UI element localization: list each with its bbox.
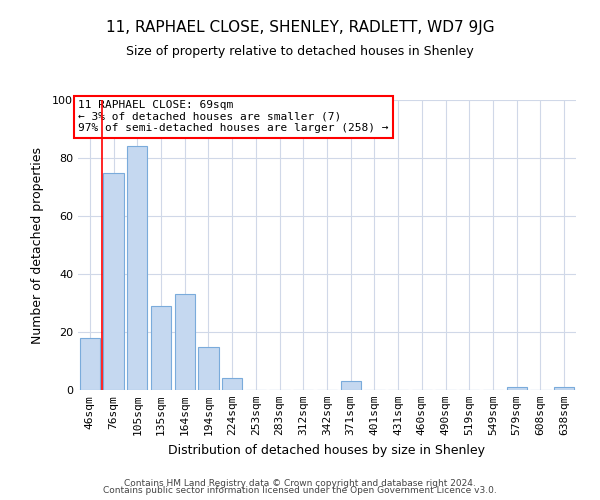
Y-axis label: Number of detached properties: Number of detached properties <box>31 146 44 344</box>
Bar <box>506 387 527 390</box>
Text: Size of property relative to detached houses in Shenley: Size of property relative to detached ho… <box>126 45 474 58</box>
Bar <box>341 382 361 390</box>
Text: 11 RAPHAEL CLOSE: 69sqm
← 3% of detached houses are smaller (7)
97% of semi-deta: 11 RAPHAEL CLOSE: 69sqm ← 3% of detached… <box>78 100 389 133</box>
X-axis label: Distribution of detached houses by size in Shenley: Distribution of detached houses by size … <box>169 444 485 456</box>
Text: 11, RAPHAEL CLOSE, SHENLEY, RADLETT, WD7 9JG: 11, RAPHAEL CLOSE, SHENLEY, RADLETT, WD7… <box>106 20 494 35</box>
Bar <box>554 387 574 390</box>
Bar <box>199 346 218 390</box>
Bar <box>222 378 242 390</box>
Bar <box>103 172 124 390</box>
Bar <box>80 338 100 390</box>
Bar <box>151 306 171 390</box>
Bar <box>175 294 195 390</box>
Text: Contains HM Land Registry data © Crown copyright and database right 2024.: Contains HM Land Registry data © Crown c… <box>124 478 476 488</box>
Bar <box>127 146 148 390</box>
Text: Contains public sector information licensed under the Open Government Licence v3: Contains public sector information licen… <box>103 486 497 495</box>
